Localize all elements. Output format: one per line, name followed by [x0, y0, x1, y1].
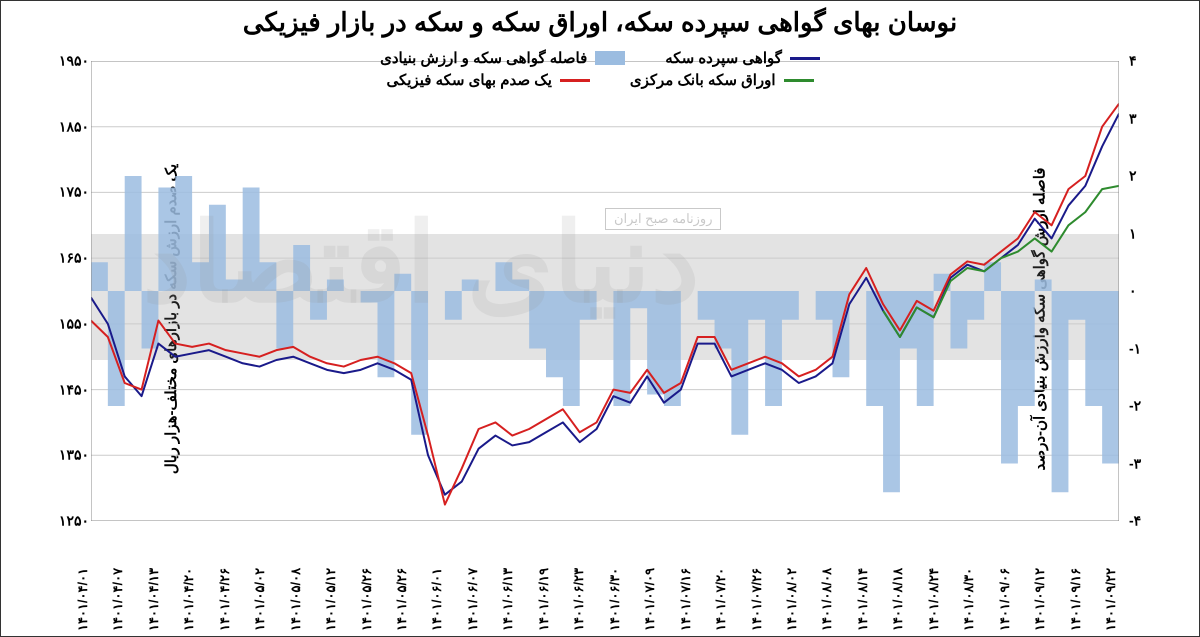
legend-item-area: فاصله گواهی سکه و ارزش بنیادی	[380, 49, 625, 67]
plot-area: دنیای اقتصاد روزنامه صبح ایران	[91, 61, 1119, 521]
legend-item-green: اوراق سکه بانک مرکزی	[630, 71, 814, 89]
legend: گواهی سپرده سکه فاصله گواهی سکه و ارزش ب…	[250, 49, 950, 93]
y1-axis-labels: ۱۲۵۰۱۳۵۰۱۴۵۰۱۵۵۰۱۶۵۰۱۷۵۰۱۸۵۰۱۹۵۰	[51, 61, 89, 521]
x-axis-labels: ۱۴۰۱/۰۴/۰۱۱۴۰۱/۰۴/۰۷۱۴۰۱/۰۴/۱۳۱۴۰۱/۰۴/۲۰…	[91, 526, 1119, 631]
legend-item-red: یک صدم بهای سکه فیزیکی	[386, 71, 589, 89]
chart-title: نوسان بهای گواهی سپرده سکه، اوراق سکه و …	[1, 7, 1199, 38]
legend-item-blue: گواهی سپرده سکه	[665, 49, 820, 67]
legend-swatch-red	[560, 79, 590, 82]
legend-swatch-area	[595, 51, 625, 65]
chart-container: نوسان بهای گواهی سپرده سکه، اوراق سکه و …	[0, 0, 1200, 637]
legend-swatch-green	[784, 79, 814, 82]
legend-label-green: اوراق سکه بانک مرکزی	[630, 71, 776, 89]
legend-label-area: فاصله گواهی سکه و ارزش بنیادی	[380, 49, 587, 67]
legend-label-red: یک صدم بهای سکه فیزیکی	[386, 71, 551, 89]
legend-row-2: اوراق سکه بانک مرکزی یک صدم بهای سکه فیز…	[250, 71, 950, 89]
legend-label-blue: گواهی سپرده سکه	[665, 49, 782, 67]
y2-axis-labels: -۴-۳-۲-۱۰۱۲۳۴	[1129, 61, 1159, 521]
legend-row-1: گواهی سپرده سکه فاصله گواهی سکه و ارزش ب…	[250, 49, 950, 67]
watermark-small: روزنامه صبح ایران	[605, 208, 721, 230]
legend-swatch-blue	[790, 57, 820, 60]
